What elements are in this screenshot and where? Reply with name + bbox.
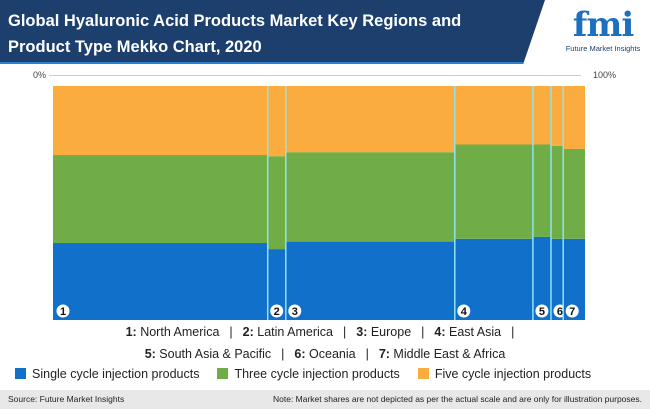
separator: | bbox=[281, 347, 285, 361]
separator: | bbox=[511, 325, 515, 339]
separator: | bbox=[229, 325, 233, 339]
region-legend-row-1: 1: North America | 2: Latin America | 3: Eur… bbox=[0, 325, 650, 339]
region-legend-item: 5: South Asia & Pacific bbox=[144, 347, 272, 361]
logo-subtitle: Future Market Insights bbox=[565, 44, 641, 53]
title-band bbox=[0, 0, 545, 64]
column-label: 6 bbox=[557, 306, 563, 318]
segment-6-0 bbox=[550, 238, 564, 320]
region-legend-item: 3: Europe bbox=[356, 325, 412, 339]
column-badge bbox=[56, 304, 70, 318]
legend-swatch bbox=[417, 368, 429, 379]
separator: | bbox=[343, 325, 347, 339]
segment-7-2 bbox=[563, 86, 585, 149]
logo-text: fmi bbox=[572, 5, 635, 45]
segment-6-1 bbox=[550, 145, 564, 239]
column-badge bbox=[535, 304, 549, 318]
segment-4-2 bbox=[454, 86, 533, 145]
segment-2-2 bbox=[267, 86, 286, 157]
column-badge bbox=[457, 304, 471, 318]
series-legend-item: Five cycle injection products bbox=[417, 367, 591, 381]
footer: Source: Future Market Insights Note: Mar… bbox=[0, 390, 650, 409]
region-legend-item: 2: Latin America bbox=[242, 325, 333, 339]
source-text: Source: Future Market Insights bbox=[8, 394, 125, 404]
segment-7-0 bbox=[563, 238, 585, 320]
column-badge bbox=[288, 304, 302, 318]
column-label: 3 bbox=[292, 306, 298, 318]
note-text: Note: Market shares are not depicted as … bbox=[272, 394, 642, 404]
column-label: 1 bbox=[60, 306, 66, 318]
region-legend-item: 1: North America bbox=[125, 325, 220, 339]
segment-4-1 bbox=[454, 144, 533, 239]
column-label: 4 bbox=[461, 306, 468, 318]
region-legend-item: 4: East Asia bbox=[434, 325, 502, 339]
axis-max-label: 100% bbox=[593, 70, 617, 80]
x-axis-line bbox=[49, 75, 581, 76]
column-label: 5 bbox=[539, 306, 545, 318]
segment-1-2 bbox=[53, 86, 268, 156]
segment-3-1 bbox=[285, 152, 455, 242]
segment-5-0 bbox=[532, 236, 551, 320]
column-badge bbox=[565, 304, 579, 318]
segment-2-1 bbox=[267, 156, 286, 250]
segment-5-2 bbox=[532, 86, 551, 145]
column-label: 7 bbox=[569, 306, 575, 318]
separator: | bbox=[365, 347, 369, 361]
series-legend-item: Single cycle injection products bbox=[15, 367, 199, 381]
segment-7-1 bbox=[563, 148, 585, 239]
fmi-logo: fmi Future Market Insights bbox=[560, 6, 646, 62]
segment-6-2 bbox=[550, 86, 564, 146]
column-label: 2 bbox=[274, 306, 280, 318]
segment-3-0 bbox=[285, 241, 455, 320]
region-legend-item: 7: Middle East & Africa bbox=[378, 347, 506, 361]
region-legend-row-2: 5: South Asia & Pacific | 6: Oceania | 7: Mi… bbox=[0, 347, 650, 361]
separator: | bbox=[421, 325, 425, 339]
segment-3-2 bbox=[285, 86, 455, 153]
region-legend-item: 6: Oceania bbox=[294, 347, 356, 361]
chart-title: Global Hyaluronic Acid Products Market K… bbox=[8, 12, 462, 56]
segment-1-1 bbox=[53, 155, 268, 244]
legend-swatch bbox=[217, 368, 229, 379]
legend-swatch bbox=[15, 368, 26, 379]
series-legend-item: Three cycle injection products bbox=[217, 367, 400, 381]
header: Global Hyaluronic Acid Products Market K… bbox=[0, 0, 650, 64]
series-legend: Single cycle injection products Three cyc… bbox=[15, 367, 591, 381]
column-badge bbox=[270, 304, 284, 318]
segment-1-0 bbox=[53, 243, 268, 320]
segment-2-0 bbox=[267, 249, 286, 320]
segment-5-1 bbox=[532, 144, 551, 237]
axis-min-label: 0% bbox=[33, 70, 47, 80]
